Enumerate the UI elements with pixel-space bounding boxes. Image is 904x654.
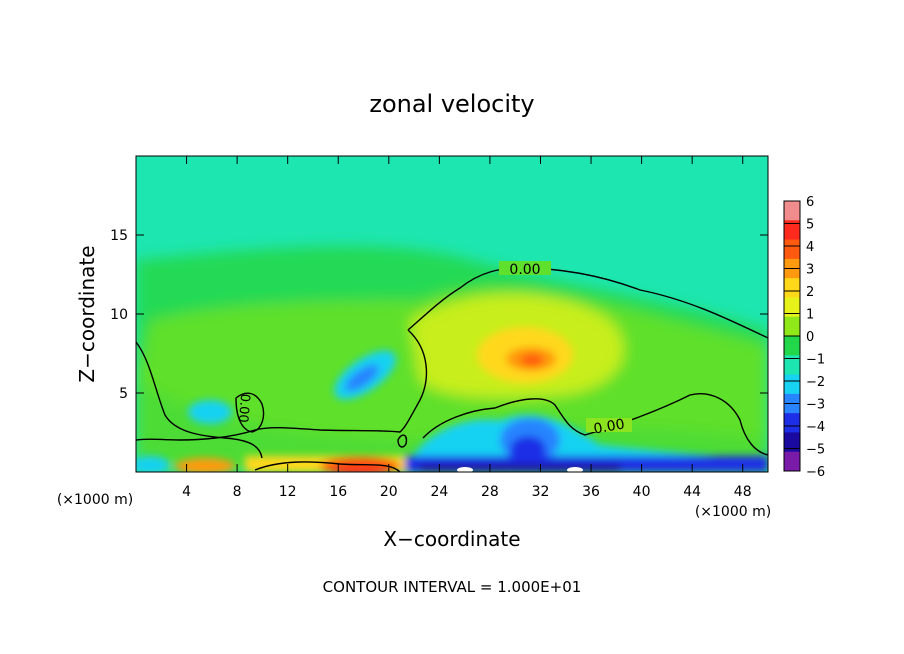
colorbar-swatch [784,316,800,337]
x-axis-label: X−coordinate [383,527,520,551]
contour-zero-surface [254,461,401,472]
colorbar-label: 5 [806,218,814,233]
x-unit-right: (×1000 m) [695,504,771,520]
plot-area: 0.00 0.00 0.00 [135,155,769,473]
colorbar-swatch [784,220,800,240]
field-surface-left-cool [136,456,170,472]
x-tick-label: 28 [481,484,499,500]
colorbar-swatch [784,413,800,433]
y-tick-label: 10 [110,307,128,323]
contour-label-upper: 0.00 [509,262,540,278]
x-tick-label: 24 [430,484,448,500]
y-tick-label: 15 [110,228,128,244]
x-tick-label: 16 [329,484,347,500]
chart-title: zonal velocity [369,90,534,118]
y-tick-label: 5 [119,386,128,402]
field-surface-left-warm [175,458,235,472]
x-tick-label: 48 [734,484,752,500]
colorbar-label: 4 [806,240,814,255]
field-min-left-low [188,400,232,424]
contour-interval-note: CONTOUR INTERVAL = 1.000E+01 [323,578,582,596]
x-tick-label: 20 [380,484,398,500]
field-max-core [520,354,544,366]
x-tick-label: 40 [633,484,651,500]
colorbar: 6 5 4 3 2 1 0 −1 −2 −3 −4 −5 −6 [783,195,825,480]
x-tick-label: 8 [233,484,242,500]
x-tick-label: 4 [182,484,191,500]
colorbar-label: −3 [806,398,825,413]
x-axis: 4 8 12 16 20 24 28 32 36 40 44 48 [182,156,752,500]
colorbar-label: −2 [806,375,825,390]
colorbar-swatch [784,355,800,375]
colorbar-label: −4 [806,420,825,435]
colorbar-label: 2 [806,285,814,300]
x-tick-label: 36 [582,484,600,500]
x-tick-label: 44 [683,484,701,500]
colorbar-label: −6 [806,465,825,480]
contour-label-bg-2 [586,418,632,432]
colorbar-swatch [784,297,800,318]
colorbar-swatch [784,451,800,472]
x-tick-label: 32 [532,484,550,500]
field-surface-white [457,467,473,472]
contour-label-bg-1 [499,261,551,275]
colorbar-swatch [784,239,800,260]
colorbar-label: 6 [806,195,814,210]
contour-zero-island [235,392,265,433]
contour-label-left: 0.00 [235,393,252,423]
contour-zero-island-2 [397,434,408,448]
field-surface-white-2 [567,467,583,472]
x-tick-label: 12 [279,484,297,500]
colorbar-label: −5 [806,443,825,458]
colorbar-swatch [784,336,800,356]
colorbar-label: 1 [806,308,814,323]
x-unit-left: (×1000 m) [57,492,133,508]
contour-label-lower: 0.00 [592,416,625,437]
colorbar-label: 3 [806,263,814,278]
y-axis: 5 10 15 [110,228,768,402]
colorbar-label: −1 [806,353,825,368]
colorbar-swatch [784,374,800,395]
contour-zero-middle [136,329,428,441]
colorbar-swatch [784,278,800,298]
field-surface-max-core [332,465,388,472]
field-min-left-core [344,364,380,392]
colorbar-swatch [784,432,800,453]
y-axis-label: Z−coordinate [75,245,99,382]
colorbar-swatch [784,201,800,221]
contour-zero-lower [422,393,768,456]
field-surface-deep [420,464,620,472]
colorbar-label: 0 [806,330,814,345]
contour-zero-left [136,341,263,459]
